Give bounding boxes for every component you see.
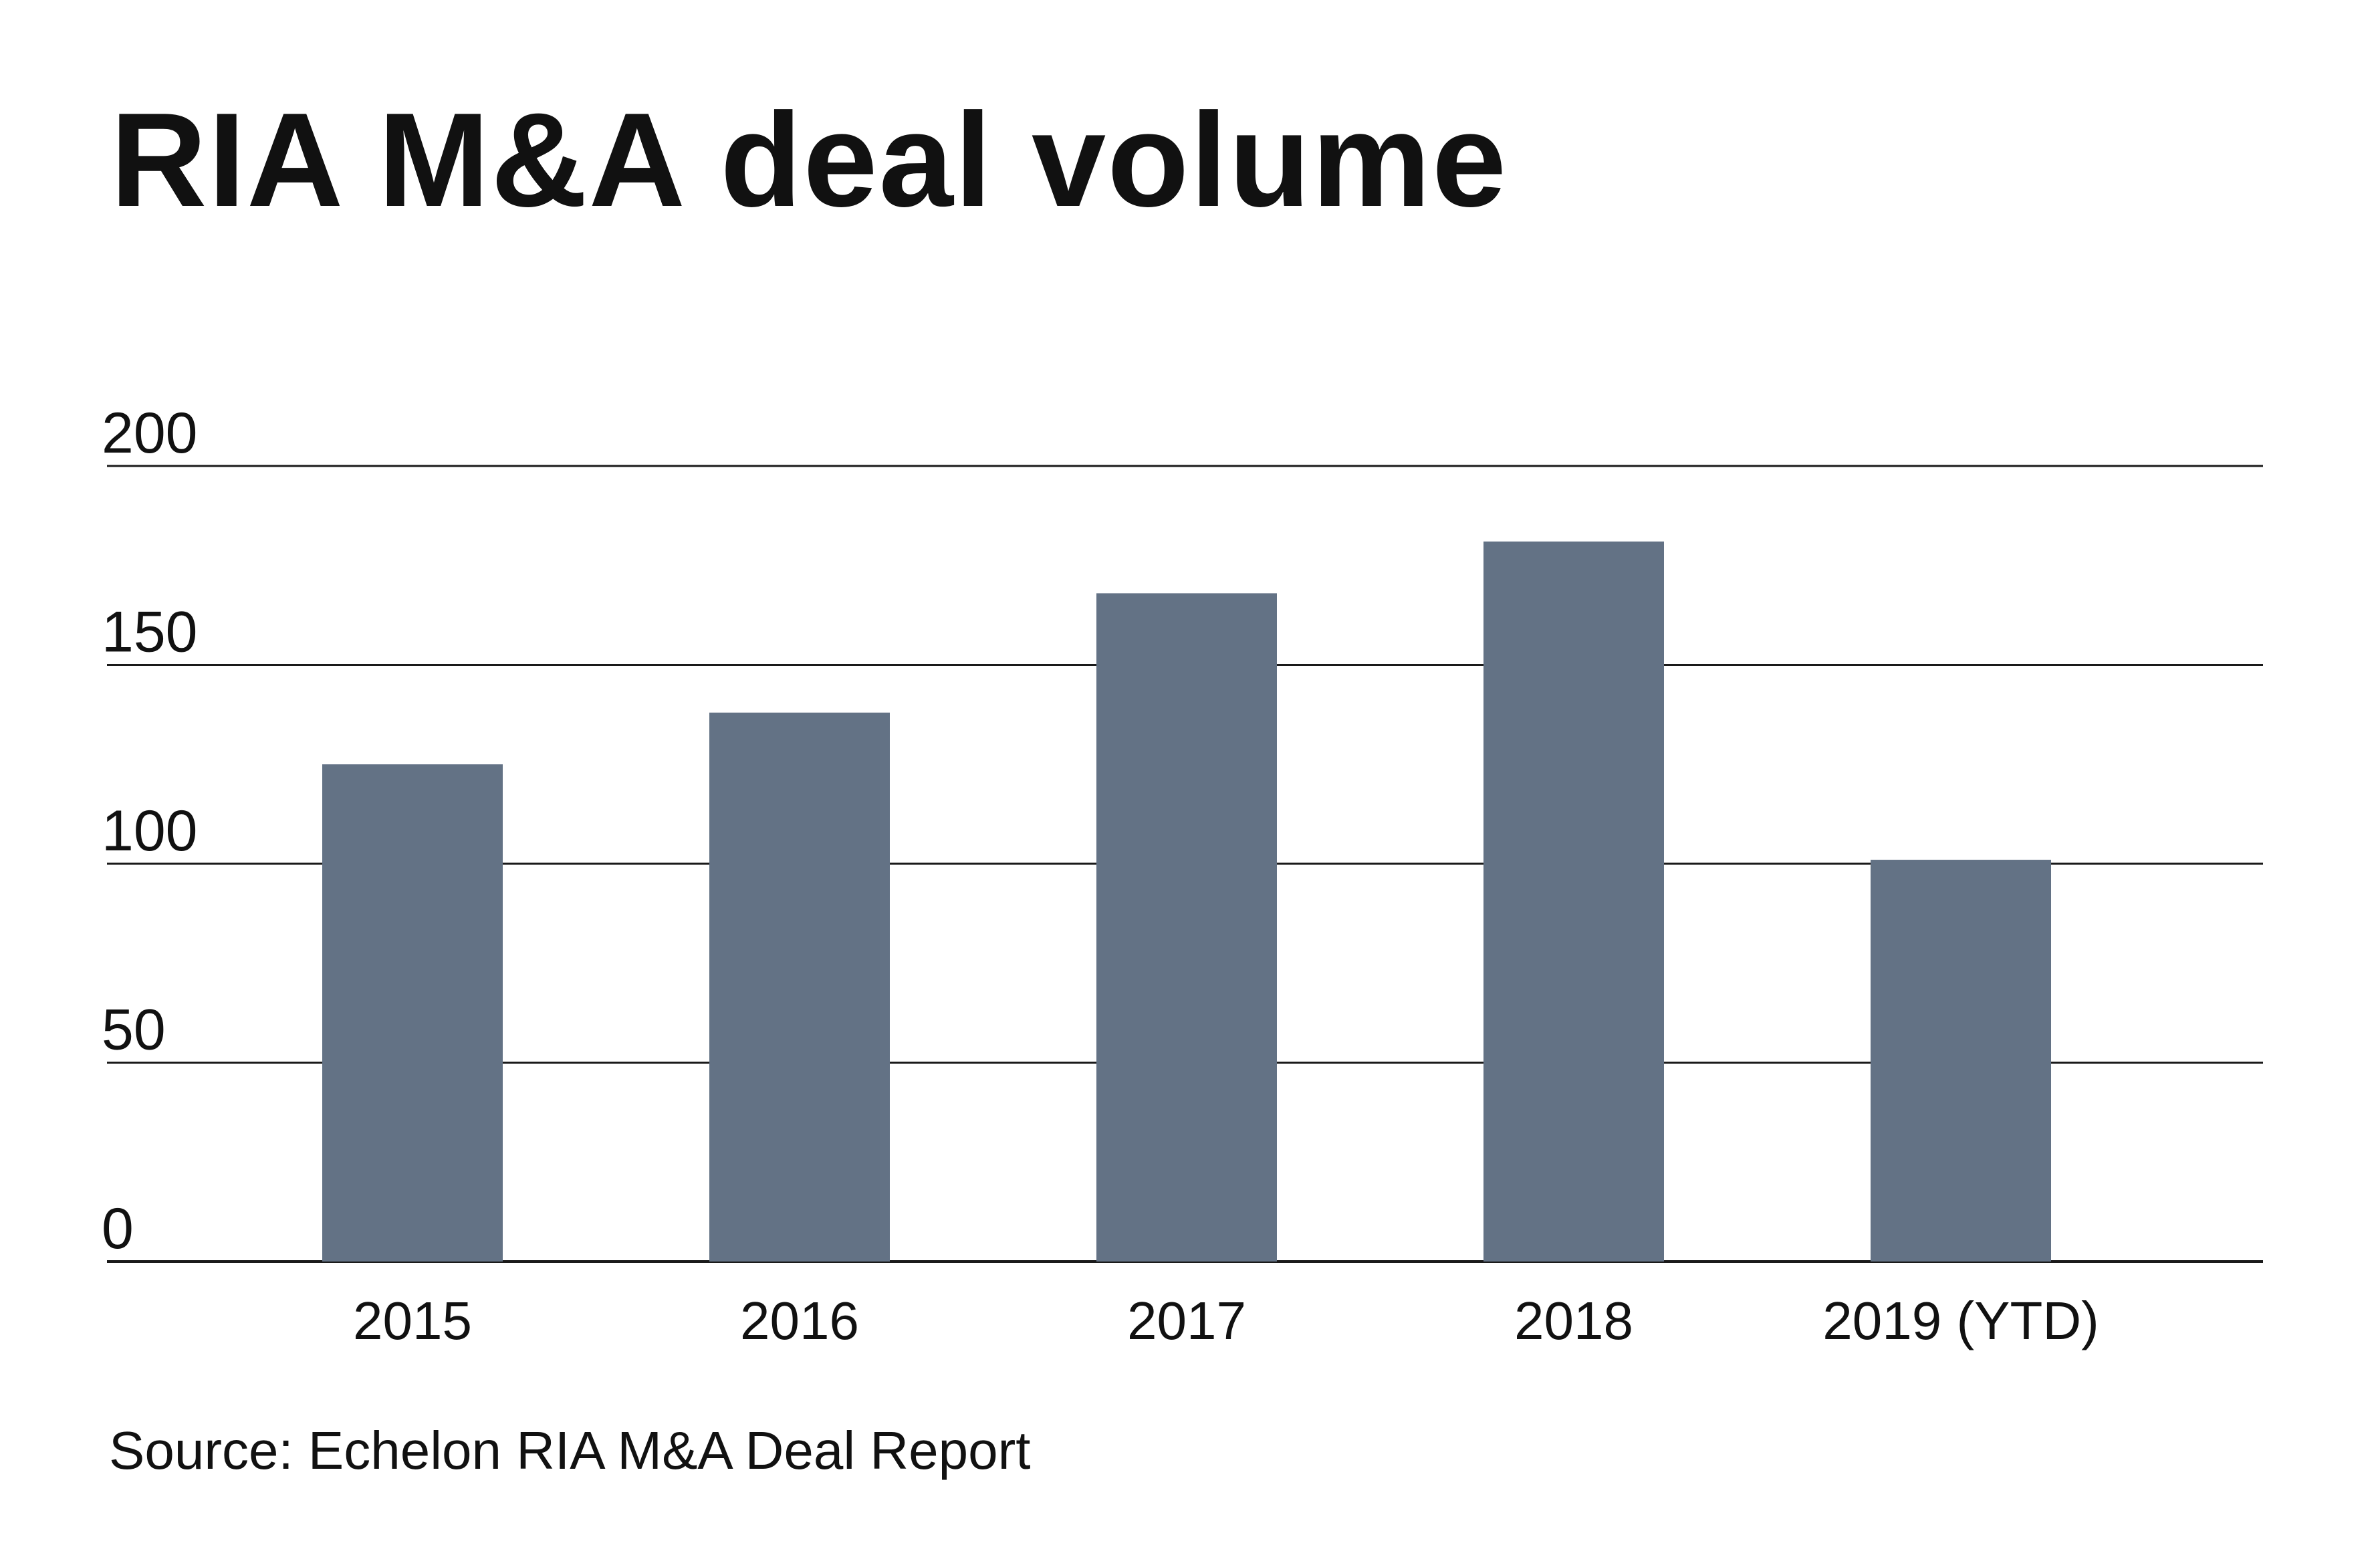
y-tick-label: 100	[102, 799, 198, 863]
y-tick-label: 150	[102, 600, 198, 665]
bar-2015	[322, 764, 503, 1262]
y-axis-ticks: 0 50 100 150 200	[102, 401, 198, 1261]
x-tick-label: 2019 (YTD)	[1822, 1291, 2099, 1350]
y-tick-label: 50	[102, 998, 166, 1062]
x-axis-ticks: 2015 2016 2017 2018 2019 (YTD)	[353, 1291, 2099, 1350]
bar-2016	[709, 712, 890, 1262]
x-tick-label: 2018	[1514, 1291, 1633, 1350]
bar-2017	[1096, 593, 1277, 1262]
x-tick-label: 2017	[1127, 1291, 1246, 1350]
x-tick-label: 2016	[740, 1291, 859, 1350]
bar-2018	[1483, 542, 1664, 1262]
y-tick-label: 0	[102, 1197, 134, 1261]
bars	[322, 542, 2051, 1262]
x-tick-label: 2015	[353, 1291, 472, 1350]
bar-2019	[1871, 860, 2051, 1262]
y-tick-label: 200	[102, 401, 198, 465]
chart-title: RIA M&A deal volume	[110, 86, 1508, 235]
source-note: Source: Echelon RIA M&A Deal Report	[109, 1421, 1031, 1480]
